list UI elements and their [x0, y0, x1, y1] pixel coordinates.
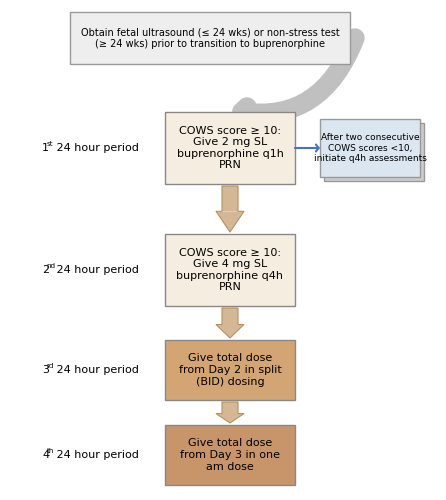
- Text: 4: 4: [42, 450, 49, 460]
- Text: COWS score ≥ 10:
Give 2 mg SL
buprenorphine q1h
PRN: COWS score ≥ 10: Give 2 mg SL buprenorph…: [177, 126, 284, 170]
- Text: Give total dose
from Day 2 in split
(BID) dosing: Give total dose from Day 2 in split (BID…: [179, 354, 281, 386]
- Bar: [70, 12, 350, 64]
- Polygon shape: [216, 324, 244, 338]
- Bar: [222, 402, 238, 413]
- Polygon shape: [216, 212, 244, 232]
- Text: 24 hour period: 24 hour period: [53, 265, 139, 275]
- Text: st: st: [46, 141, 53, 147]
- Text: 24 hour period: 24 hour period: [53, 143, 139, 153]
- Text: After two consecutive
COWS scores <10,
initiate q4h assessments: After two consecutive COWS scores <10, i…: [314, 133, 426, 163]
- Text: th: th: [46, 448, 54, 454]
- Bar: [320, 119, 420, 177]
- Bar: [165, 340, 295, 400]
- Text: rd: rd: [46, 363, 54, 369]
- Bar: [222, 186, 238, 212]
- Polygon shape: [216, 414, 244, 423]
- Bar: [165, 112, 295, 184]
- Text: 24 hour period: 24 hour period: [53, 450, 139, 460]
- Bar: [165, 234, 295, 306]
- Text: Give total dose
from Day 3 in one
am dose: Give total dose from Day 3 in one am dos…: [180, 438, 280, 472]
- Text: 1: 1: [42, 143, 49, 153]
- Bar: [165, 425, 295, 485]
- Bar: [324, 123, 424, 181]
- Text: 3: 3: [42, 365, 49, 375]
- Text: COWS score ≥ 10:
Give 4 mg SL
buprenorphine q4h
PRN: COWS score ≥ 10: Give 4 mg SL buprenorph…: [177, 248, 284, 292]
- Text: 2: 2: [42, 265, 49, 275]
- Bar: [222, 308, 238, 324]
- Text: nd: nd: [46, 263, 55, 269]
- Text: Obtain fetal ultrasound (≤ 24 wks) or non-stress test
(≥ 24 wks) prior to transi: Obtain fetal ultrasound (≤ 24 wks) or no…: [81, 27, 339, 49]
- Text: 24 hour period: 24 hour period: [53, 365, 139, 375]
